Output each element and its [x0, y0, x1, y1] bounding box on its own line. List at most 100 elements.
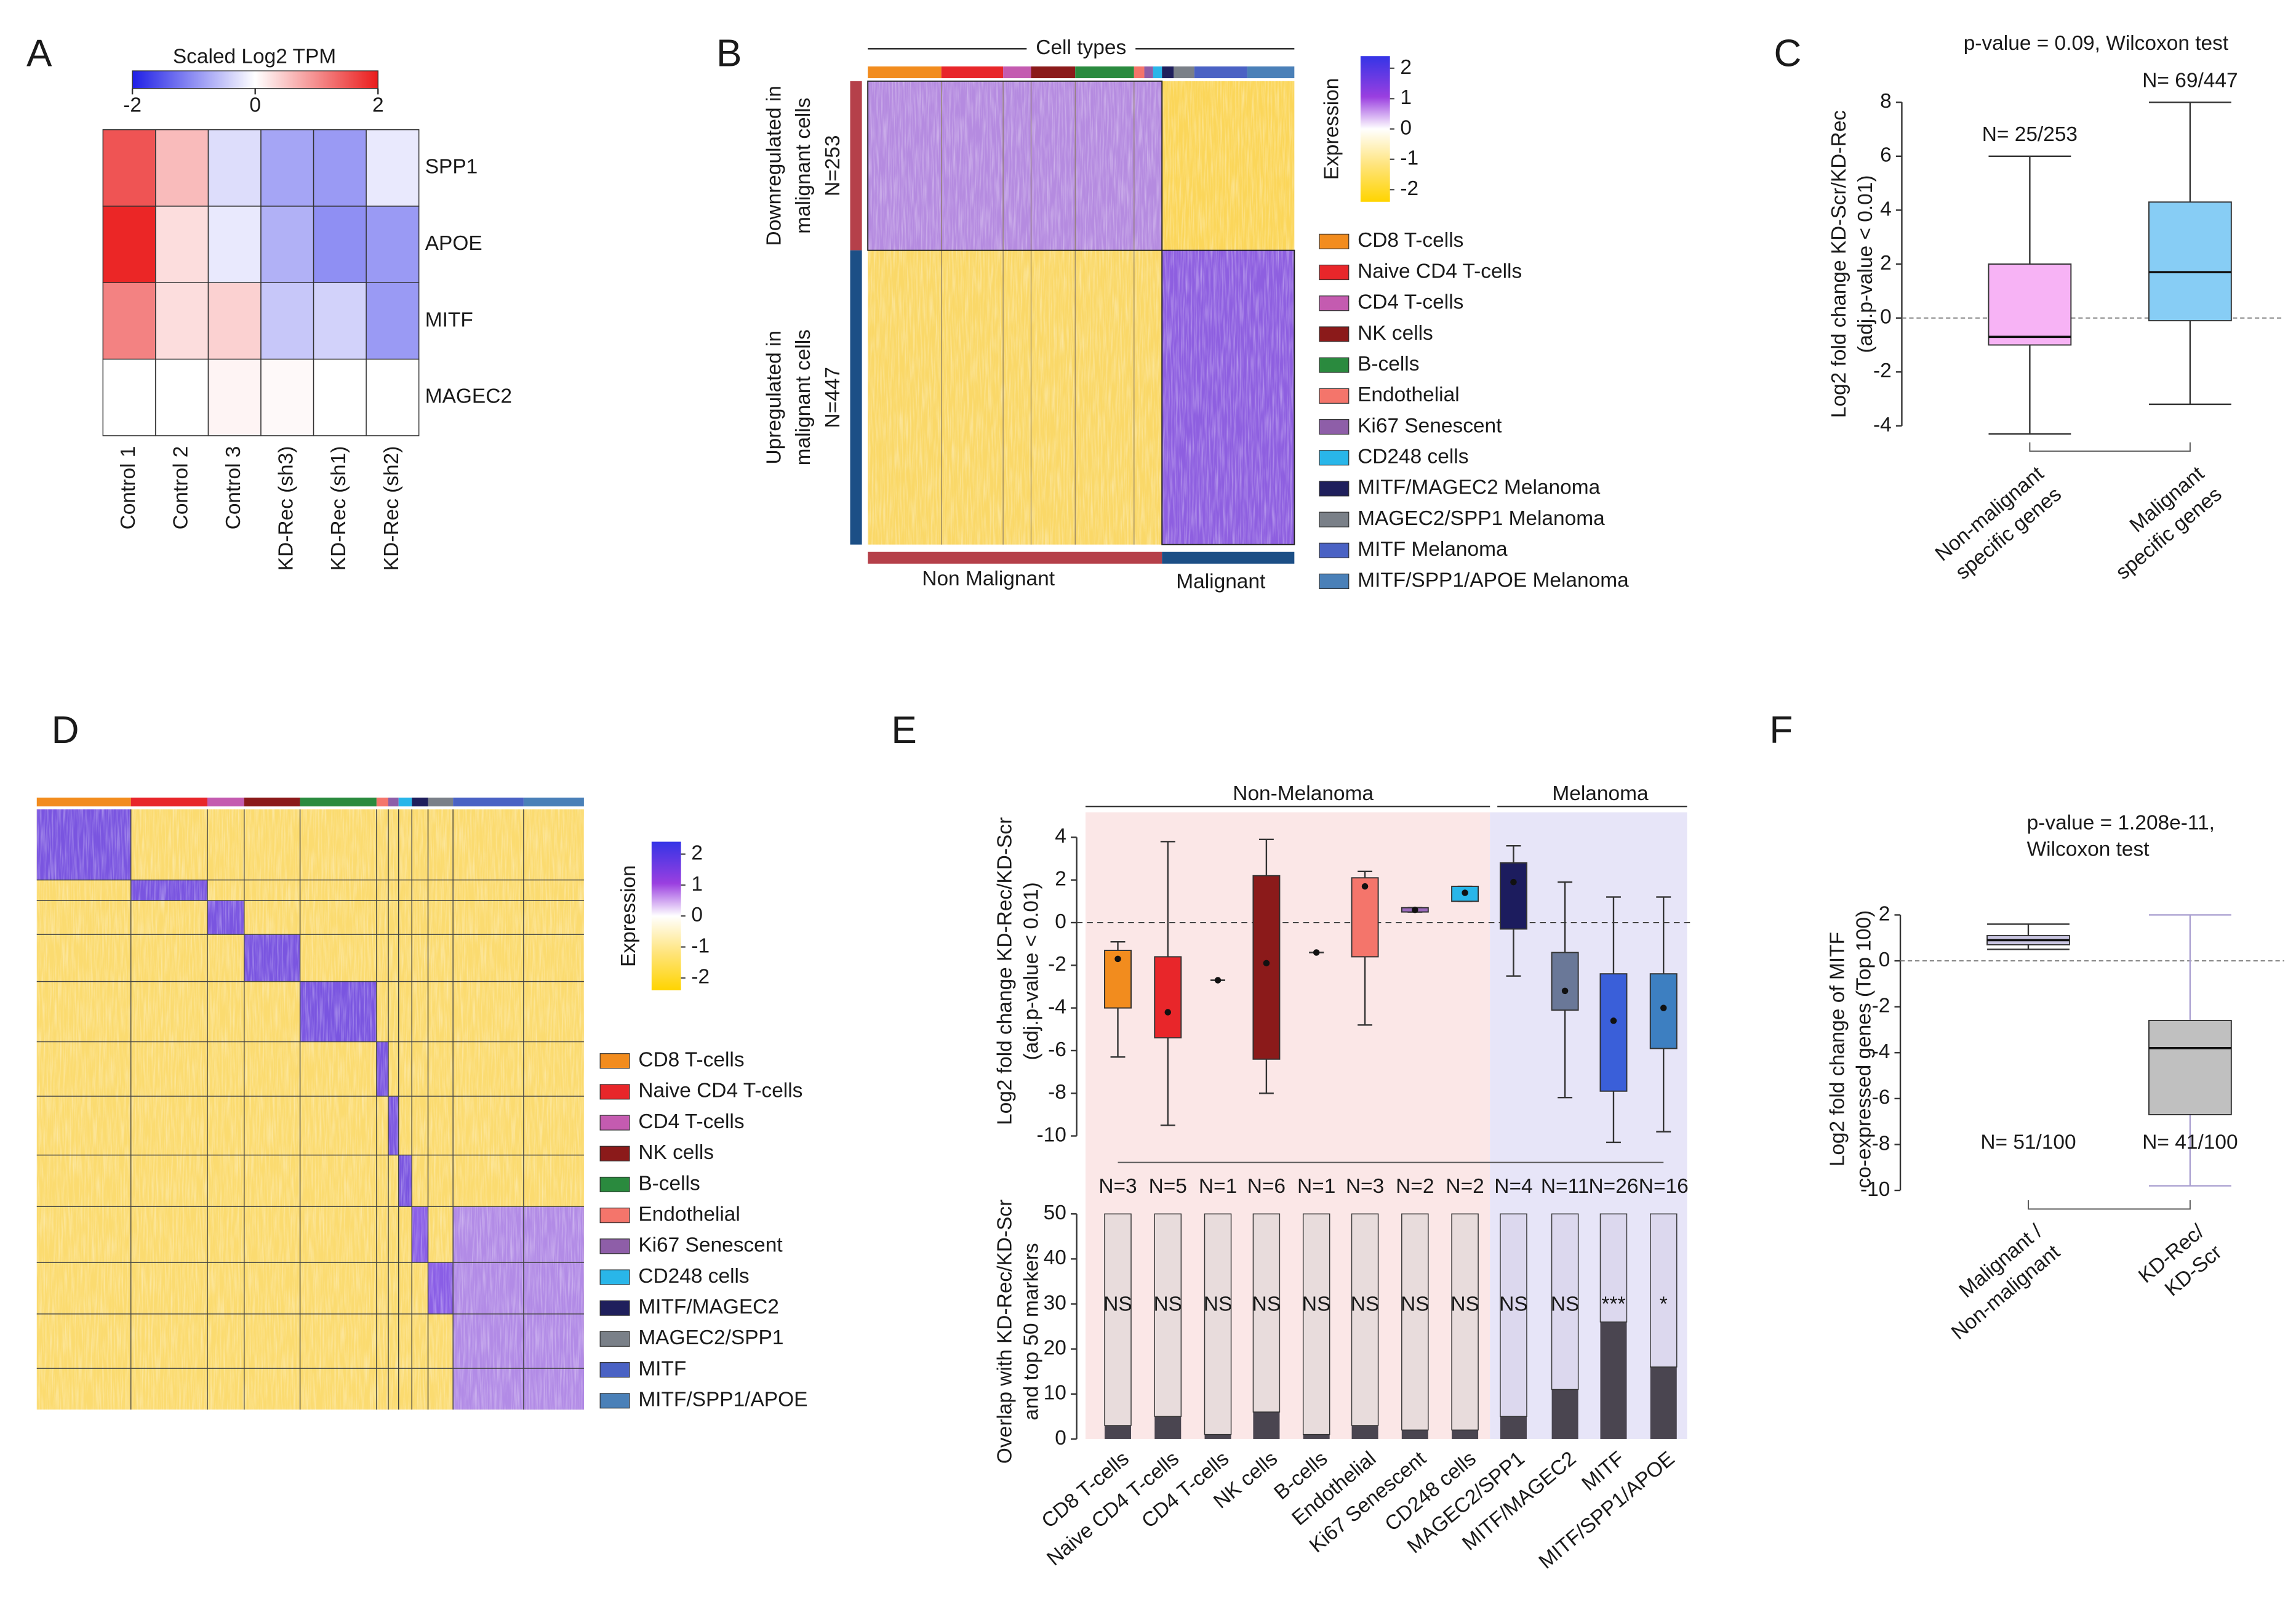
group-bar — [1162, 551, 1295, 564]
y-tick-label: 2 — [1879, 902, 1890, 925]
celltype-bar — [376, 797, 388, 807]
panel-label: D — [52, 709, 79, 752]
heatmap-texture — [412, 1206, 428, 1263]
bar-segment — [1500, 1213, 1527, 1418]
heatmap-texture — [207, 900, 244, 935]
bar-segment — [1551, 1213, 1579, 1390]
bar-segment — [1351, 1213, 1379, 1426]
colorbar-tick-label: 0 — [249, 94, 261, 116]
significance-label: NS — [1204, 1293, 1232, 1315]
heatmap-cell — [207, 282, 262, 360]
column-label: KD-Rec (sh2) — [380, 446, 403, 571]
heatmap-cell — [102, 206, 156, 283]
legend-swatch — [599, 1084, 630, 1100]
box — [1988, 263, 2072, 346]
box — [1252, 875, 1281, 1060]
group-bar — [850, 81, 862, 251]
colorbar-tick-label: 1 — [691, 873, 703, 896]
row-group-label: Upregulated in — [762, 331, 785, 465]
y-tick-label: -2 — [1873, 359, 1892, 382]
heatmap-cell — [102, 282, 156, 360]
n-label: N=26 — [1589, 1175, 1639, 1198]
block-outline — [867, 80, 1163, 251]
heatmap-cell — [366, 206, 420, 283]
legend-label: NK cells — [638, 1141, 714, 1164]
bar-segment — [1599, 1213, 1628, 1323]
panel-label: B — [716, 33, 742, 75]
colorbar-tick-label: 0 — [1400, 116, 1412, 139]
y-tick-label: -4 — [1872, 1040, 1890, 1063]
heatmap-texture — [376, 1041, 388, 1097]
y-axis-label: and top 50 markers — [1020, 1243, 1043, 1420]
heatmap-texture — [300, 981, 377, 1042]
colorbar — [651, 841, 681, 990]
row-label: APOE — [425, 232, 482, 255]
y-tick-label: 20 — [1044, 1336, 1066, 1359]
heatmap-cell — [366, 282, 420, 360]
significance-label: NS — [1154, 1293, 1182, 1315]
heatmap-texture — [428, 1262, 454, 1314]
legend-swatch — [1319, 573, 1350, 590]
y-tick-label: 40 — [1044, 1246, 1066, 1269]
celltype-bar — [36, 797, 131, 807]
y-tick-label: -4 — [1048, 995, 1066, 1018]
bar-segment — [1451, 1213, 1479, 1431]
legend-label: Endothelial — [1358, 383, 1460, 406]
row-group-label: malignant cells — [792, 329, 815, 465]
bar-segment — [1452, 1430, 1479, 1439]
n-label: N=2 — [1446, 1175, 1484, 1198]
heatmap-cell — [155, 358, 209, 436]
mean — [1164, 1009, 1172, 1016]
significance-label: NS — [1450, 1293, 1479, 1315]
significance-label: NS — [1551, 1293, 1579, 1315]
y-axis-label: co-expressed genes (Top 100) — [1853, 910, 1876, 1189]
legend-swatch — [599, 1115, 630, 1131]
n-label: N=3 — [1346, 1175, 1384, 1198]
celltype-bar — [1162, 66, 1174, 79]
heatmap-texture — [244, 934, 300, 982]
n-label: N=6 — [1247, 1175, 1286, 1198]
legend-label: CD8 T-cells — [1358, 229, 1463, 252]
mean — [1361, 883, 1369, 890]
heatmap-cell — [313, 206, 367, 283]
heatmap-cell — [260, 282, 314, 360]
significance-label: NS — [1401, 1293, 1429, 1315]
n-label: N=5 — [1149, 1175, 1187, 1198]
legend-swatch — [599, 1238, 630, 1254]
column-label: Control 1 — [117, 446, 140, 530]
legend-swatch — [599, 1208, 630, 1224]
legend-swatch — [1319, 295, 1350, 311]
celltype-bar — [428, 797, 454, 807]
legend-label: Naive CD4 T-cells — [1358, 260, 1522, 283]
n-label: N=2 — [1396, 1175, 1434, 1198]
y-axis-label: (adj.p-value < 0.01) — [1854, 175, 1877, 353]
y-tick-label: 30 — [1044, 1291, 1066, 1314]
mean — [1313, 949, 1320, 956]
legend-swatch — [599, 1393, 630, 1409]
y-tick-label: 10 — [1044, 1382, 1066, 1405]
n-label: N=16 — [1639, 1175, 1689, 1198]
heatmap-texture — [868, 81, 1162, 251]
legend-swatch — [1319, 542, 1350, 558]
legend-swatch — [1319, 481, 1350, 497]
y-tick-label: 0 — [1880, 306, 1892, 329]
heatmap-cell — [260, 206, 314, 283]
bar-segment — [1204, 1213, 1232, 1435]
row-label: MAGEC2 — [425, 385, 512, 408]
y-tick-label: -6 — [1872, 1086, 1890, 1109]
y-tick-label: -8 — [1048, 1081, 1066, 1104]
legend-swatch — [1319, 450, 1350, 466]
legend-label: B-cells — [638, 1172, 700, 1195]
box — [1649, 973, 1678, 1049]
legend-label: MITF/SPP1/APOE Melanoma — [1358, 569, 1629, 591]
celltype-bar — [1153, 66, 1162, 79]
bar-segment — [1551, 1389, 1578, 1439]
row-label: SPP1 — [425, 156, 478, 178]
heatmap-texture — [388, 1096, 399, 1155]
legend-label: MITF — [638, 1357, 686, 1380]
box — [1154, 956, 1182, 1039]
bar-segment — [1500, 1416, 1527, 1439]
heatmap-texture — [398, 1155, 412, 1207]
heatmap-cell — [155, 206, 209, 283]
